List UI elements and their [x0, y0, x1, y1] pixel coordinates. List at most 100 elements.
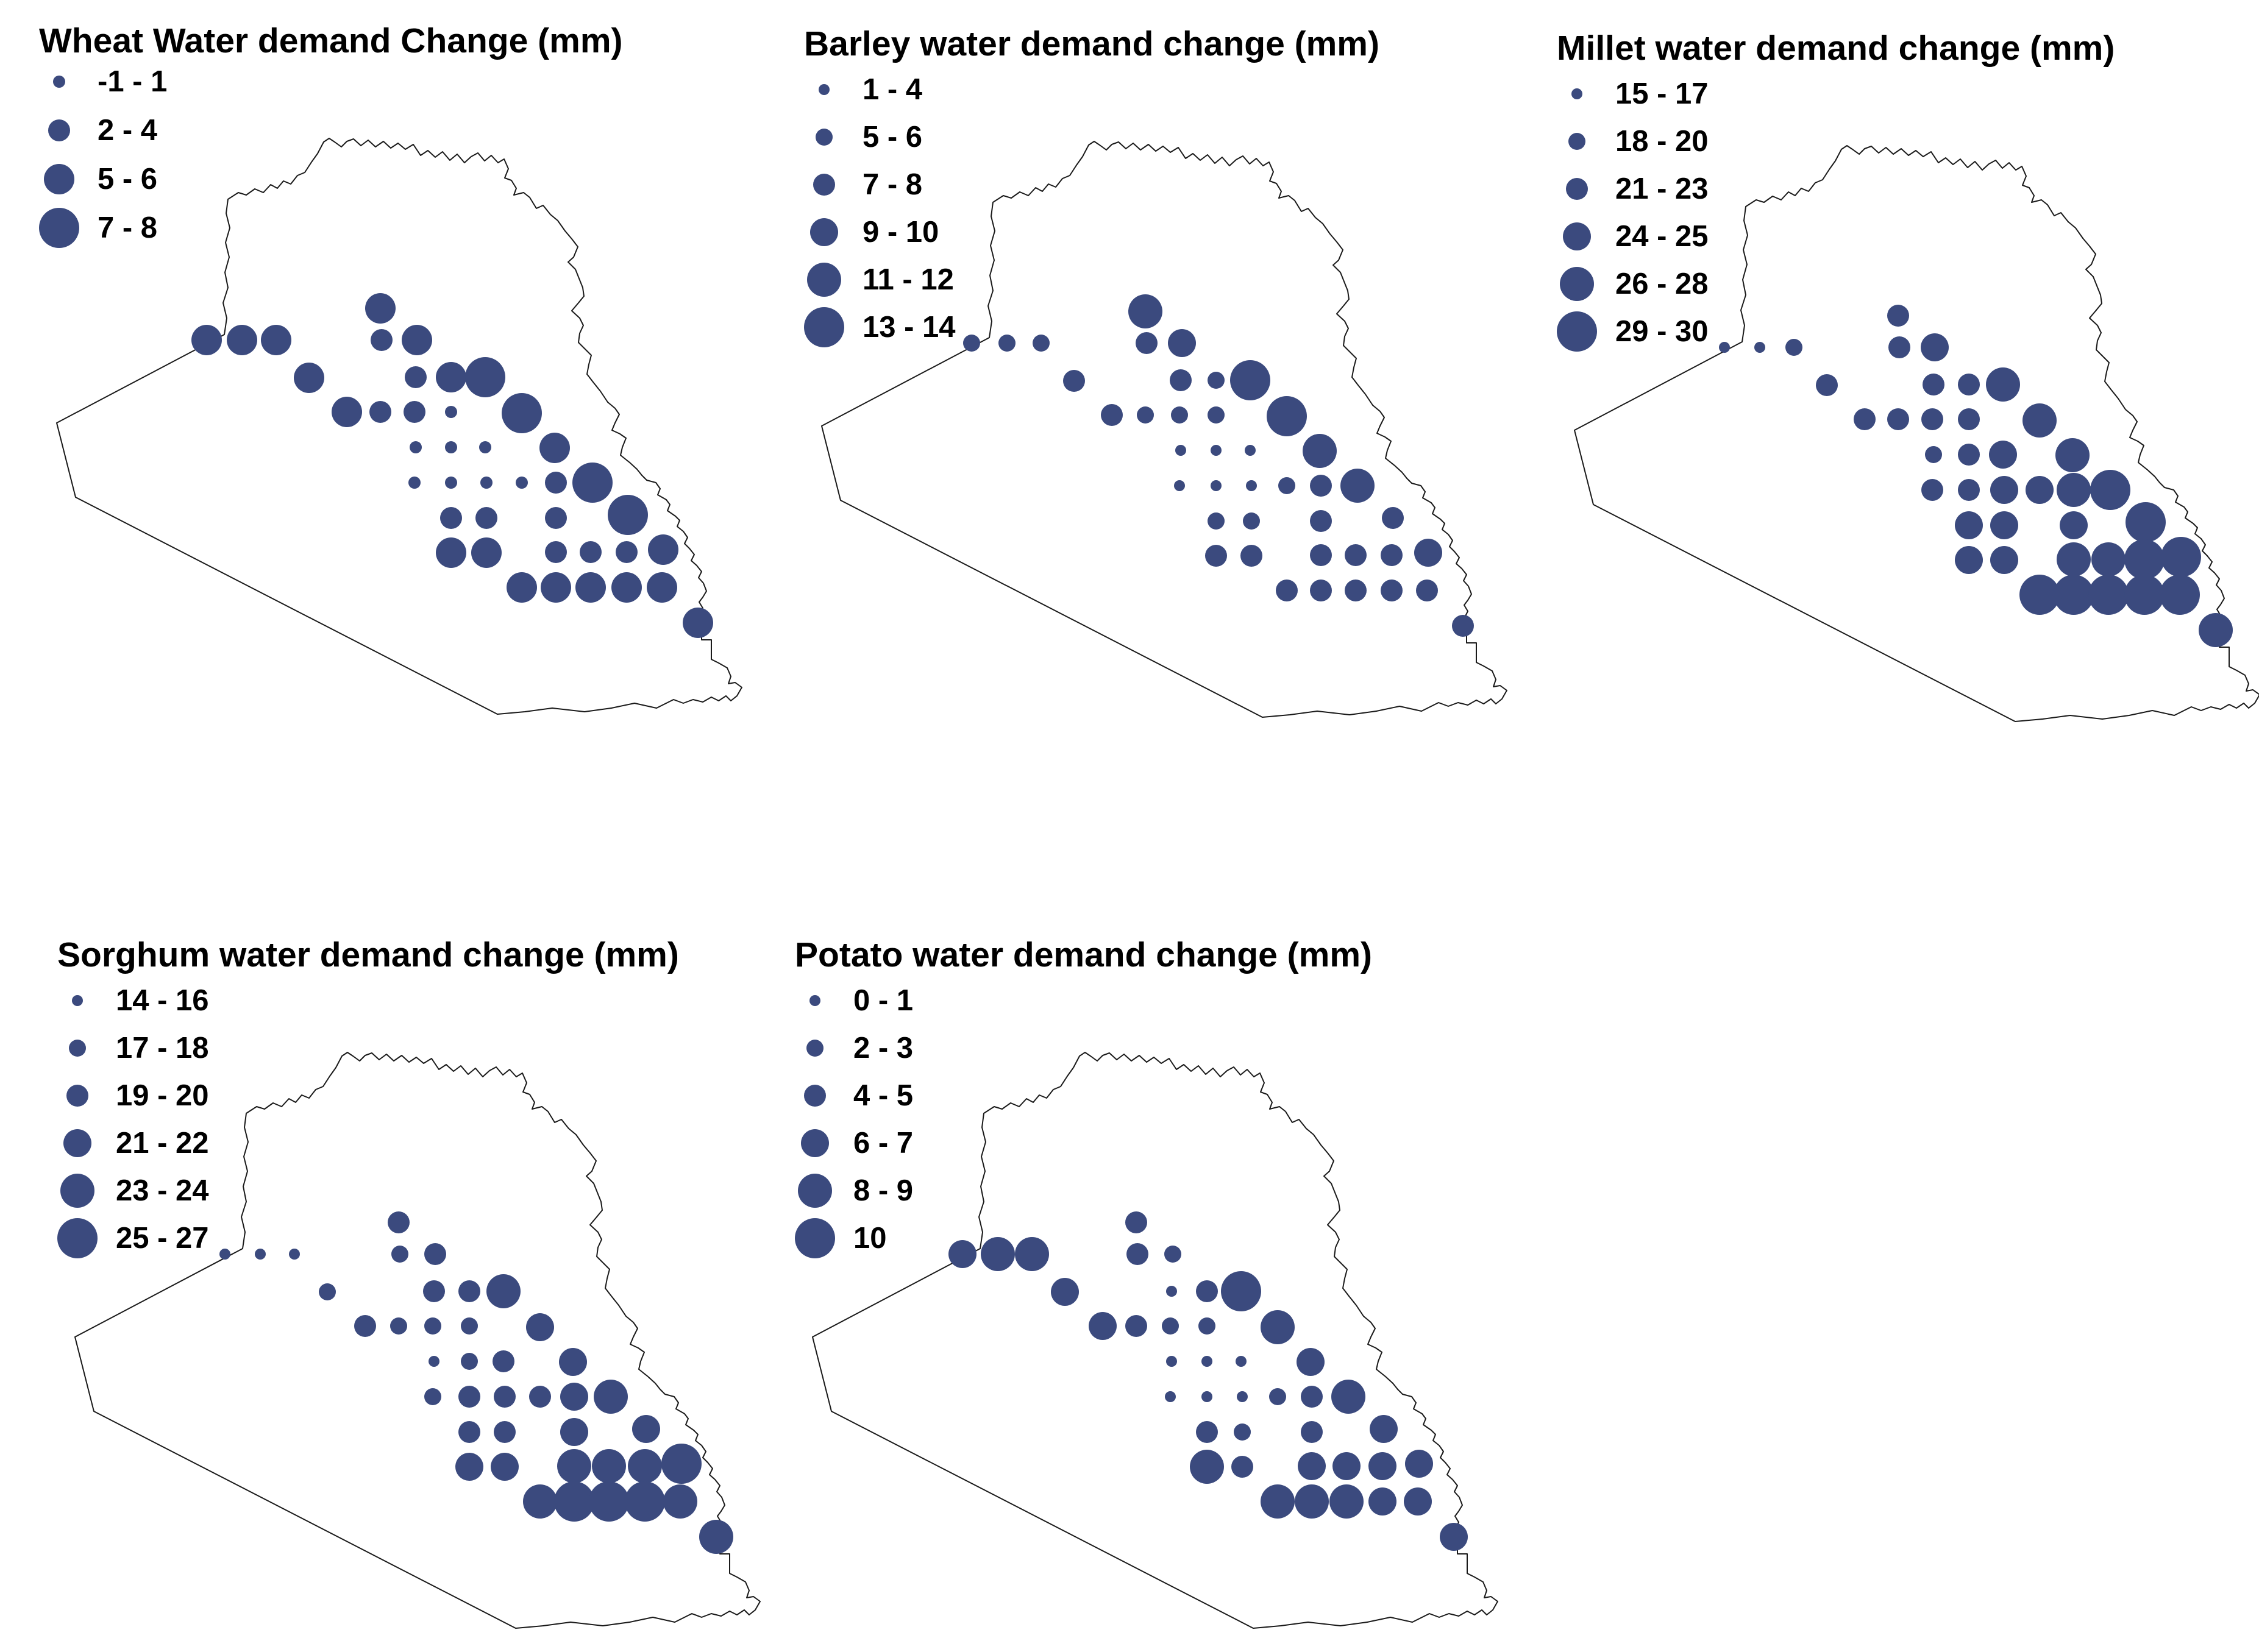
panel-potato: Potato water demand change (mm) 0 - 1 2 - … — [795, 935, 1498, 1629]
legend-symbol-potato-6 — [795, 1218, 835, 1258]
bubble-millet-station-28 — [2060, 511, 2088, 539]
legend-symbol-millet-3 — [1566, 178, 1588, 200]
bubble-barley-station-40 — [1416, 580, 1438, 601]
legend-symbol-millet-4 — [1563, 222, 1591, 250]
bubble-barley-station-19 — [1303, 434, 1337, 468]
bubble-barley-station-32 — [1310, 544, 1332, 566]
bubble-potato-station-33 — [1332, 1452, 1361, 1480]
legend-label-barley-3: 7 - 8 — [863, 168, 922, 201]
bubble-millet-station-10 — [1986, 367, 2020, 402]
bubble-wheat-station-41 — [683, 608, 713, 638]
bubble-potato-station-21 — [1201, 1391, 1212, 1402]
bubble-barley-station-38 — [1345, 580, 1367, 601]
bubble-sorghum-station-40 — [663, 1484, 697, 1519]
panel-wheat: Wheat Water demand Change (mm) -1 - 1 2 - … — [39, 21, 742, 715]
legend-symbol-millet-5 — [1560, 267, 1594, 301]
bubble-wheat-station-21 — [445, 477, 457, 489]
bubble-wheat-station-17 — [445, 441, 457, 453]
bubble-sorghum-station-5 — [391, 1246, 408, 1263]
bubble-millet-station-35 — [2161, 537, 2201, 577]
bubble-millet-station-20 — [1921, 479, 1943, 501]
bubble-potato-station-8 — [1166, 1286, 1177, 1297]
legend-label-barley-6: 13 - 14 — [863, 311, 956, 344]
bubble-sorghum-station-26 — [458, 1421, 480, 1443]
bubble-millet-station-32 — [2057, 542, 2091, 576]
bubble-barley-station-29 — [1382, 507, 1404, 529]
bubble-wheat-station-35 — [648, 534, 678, 565]
bubble-wheat-station-24 — [545, 472, 567, 494]
bubble-barley-station-25 — [1340, 469, 1375, 503]
legend-label-potato-3: 4 - 5 — [853, 1079, 913, 1112]
bubble-wheat-station-32 — [545, 541, 567, 563]
bubble-sorghum-station-13 — [424, 1317, 441, 1335]
bubble-barley-station-22 — [1246, 480, 1257, 491]
bubble-potato-station-11 — [1089, 1312, 1117, 1340]
panel-title-potato: Potato water demand change (mm) — [795, 935, 1372, 974]
panel-title-barley: Barley water demand change (mm) — [804, 24, 1379, 63]
bubble-barley-station-37 — [1310, 580, 1332, 601]
bubble-sorghum-station-19 — [559, 1348, 587, 1376]
legend-label-sorghum-3: 19 - 20 — [116, 1079, 209, 1112]
legend-label-barley-1: 1 - 4 — [863, 73, 922, 106]
bubble-wheat-station-3 — [227, 325, 257, 355]
legend-symbol-sorghum-2 — [69, 1040, 86, 1057]
bubble-millet-station-36 — [2019, 575, 2060, 615]
bubble-millet-station-23 — [2026, 476, 2054, 504]
panel-title-wheat: Wheat Water demand Change (mm) — [39, 21, 622, 60]
bubble-millet-station-41 — [2199, 613, 2233, 647]
iraq-outline-potato — [812, 1052, 1498, 1629]
bubble-sorghum-station-22 — [494, 1386, 516, 1408]
bubble-potato-station-13 — [1162, 1317, 1179, 1335]
bubble-barley-station-39 — [1381, 580, 1403, 601]
legend-symbol-potato-5 — [798, 1174, 832, 1208]
panel-title-millet: Millet water demand change (mm) — [1557, 29, 2115, 68]
bubble-wheat-station-12 — [369, 401, 391, 423]
legend-label-sorghum-5: 23 - 24 — [116, 1174, 209, 1207]
legend-label-sorghum-4: 21 - 22 — [116, 1127, 209, 1160]
bubble-potato-station-27 — [1234, 1423, 1251, 1441]
bubble-potato-station-36 — [1261, 1484, 1295, 1519]
bubble-millet-station-16 — [1925, 446, 1942, 463]
bubble-sorghum-station-37 — [554, 1481, 594, 1522]
bubble-millet-station-7 — [1816, 374, 1838, 396]
bubble-potato-station-26 — [1196, 1421, 1218, 1443]
legend-label-potato-1: 0 - 1 — [853, 984, 913, 1017]
legend-symbol-barley-6 — [804, 307, 844, 347]
bubble-wheat-station-8 — [405, 366, 427, 388]
legend-label-barley-4: 9 - 10 — [863, 216, 939, 249]
bubble-wheat-station-28 — [545, 507, 567, 529]
legend-symbol-potato-2 — [806, 1040, 824, 1057]
bubble-millet-station-38 — [2088, 575, 2129, 615]
bubble-millet-station-15 — [2022, 403, 2057, 438]
bubble-potato-station-39 — [1368, 1487, 1396, 1516]
bubble-millet-station-12 — [1887, 408, 1909, 430]
bubble-wheat-station-27 — [475, 507, 497, 529]
bubble-millet-station-18 — [1989, 441, 2017, 469]
legend-label-potato-5: 8 - 9 — [853, 1174, 913, 1207]
bubble-sorghum-station-20 — [424, 1388, 441, 1405]
bubble-wheat-station-40 — [647, 572, 677, 603]
legend-symbol-potato-4 — [801, 1129, 829, 1157]
bubble-barley-station-20 — [1174, 480, 1185, 491]
bubble-millet-station-4 — [1785, 339, 1802, 356]
bubble-millet-station-24 — [2057, 473, 2091, 507]
bubble-potato-station-18 — [1236, 1356, 1247, 1367]
legend-symbol-barley-3 — [813, 174, 835, 196]
bubble-barley-station-5 — [1136, 332, 1158, 354]
bubble-barley-station-35 — [1414, 539, 1442, 567]
bubble-sorghum-station-1 — [388, 1211, 410, 1233]
bubble-barley-station-33 — [1345, 544, 1367, 566]
bubble-potato-station-10 — [1221, 1271, 1261, 1311]
bubble-potato-station-5 — [1126, 1243, 1148, 1265]
legend-symbol-barley-5 — [807, 263, 841, 297]
bubble-potato-station-6 — [1164, 1246, 1181, 1263]
bubble-sorghum-station-10 — [486, 1274, 521, 1308]
bubble-barley-station-14 — [1208, 406, 1225, 424]
bubble-sorghum-station-27 — [494, 1421, 516, 1443]
bubble-sorghum-station-9 — [458, 1280, 480, 1302]
legend-label-sorghum-2: 17 - 18 — [116, 1032, 209, 1065]
panel-sorghum: Sorghum water demand change (mm) 14 - 16 1… — [57, 935, 761, 1629]
bubble-wheat-station-7 — [294, 363, 324, 393]
bubble-millet-station-9 — [1958, 374, 1980, 395]
bubble-barley-station-28 — [1310, 510, 1332, 532]
